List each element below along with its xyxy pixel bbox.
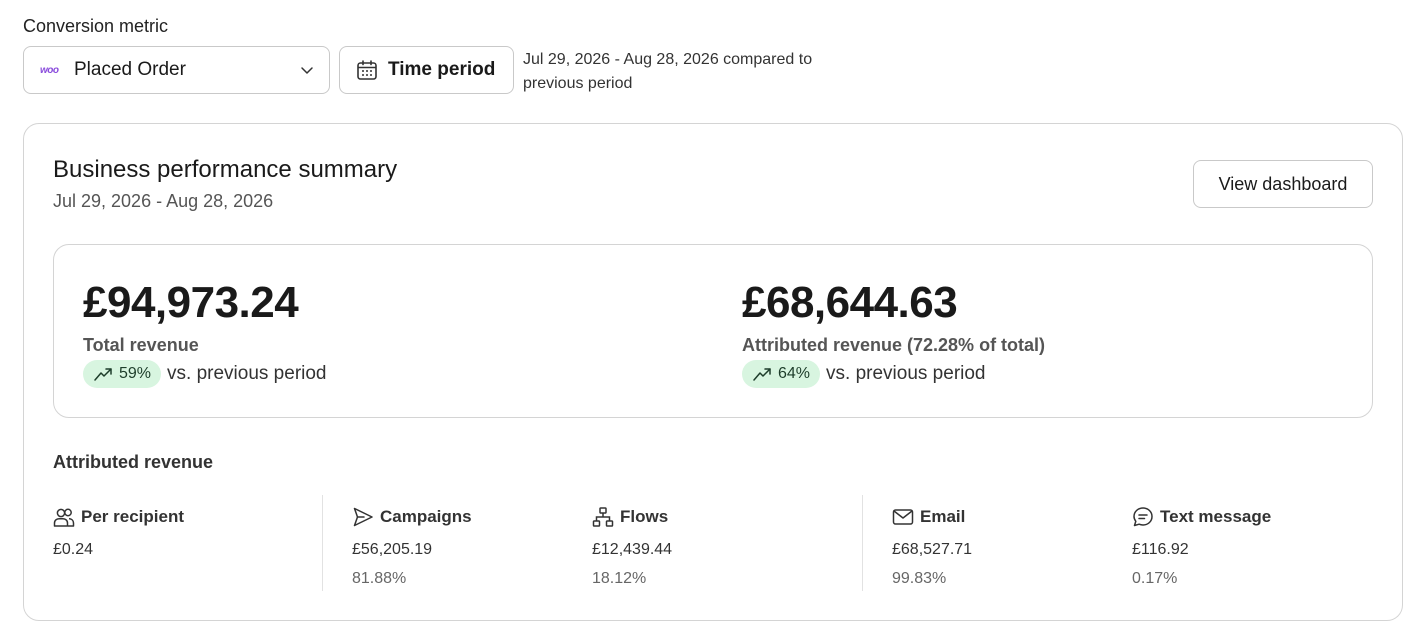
column-divider [322,495,323,591]
attributed-revenue-vs-text: vs. previous period [826,363,986,384]
period-description: Jul 29, 2026 - Aug 28, 2026 compared to … [523,51,813,92]
attributed-revenue-change: 64% [778,365,811,382]
total-revenue-change-badge: 59% [83,360,162,388]
text-message-percent: 0.17% [1132,570,1178,587]
email-value: £68,527.71 [892,541,973,558]
attributed-revenue-label: Attributed revenue (72.28% of total) [742,335,1046,355]
send-icon [353,507,373,527]
per-recipient-label: Per recipient [81,507,184,526]
flows-label: Flows [620,507,669,526]
total-revenue-stat: £94,973.24 Total revenue 59% vs. previou… [83,277,327,388]
text-message-label: Text message [1160,507,1272,526]
attributed-revenue-amount: £68,644.63 [742,278,958,327]
attributed-revenue-title: Attributed revenue [53,452,214,472]
card-title: Business performance summary [53,156,398,183]
flows-column: Flows £12,439.44 18.12% [592,506,672,588]
text-message-value: £116.92 [1132,541,1189,558]
flow-icon [592,507,614,527]
total-revenue-label: Total revenue [83,335,199,355]
trend-up-icon [94,368,112,381]
woo-logo: woo [40,64,59,76]
flows-percent: 18.12% [592,570,647,587]
flows-value: £12,439.44 [592,541,673,558]
calendar-icon [357,60,377,80]
campaigns-value: £56,205.19 [352,541,433,558]
email-label: Email [920,507,966,526]
per-recipient-column: Per recipient £0.24 [53,506,184,559]
mail-icon [892,509,914,525]
per-recipient-value: £0.24 [53,541,94,558]
conversion-metric-select[interactable]: woo Placed Order [23,46,330,94]
campaigns-column: Campaigns £56,205.19 81.88% [352,506,472,588]
time-period-button[interactable]: Time period [339,46,514,94]
chevron-down-icon [301,67,313,74]
revenue-stats-box: £94,973.24 Total revenue 59% vs. previou… [53,244,1373,418]
conversion-metric-value: Placed Order [74,59,186,80]
view-dashboard-button[interactable]: View dashboard [1193,160,1373,208]
chat-icon [1133,507,1153,527]
people-icon [53,508,75,527]
total-revenue-vs-text: vs. previous period [167,363,327,384]
business-performance-card: Business performance summary Jul 29, 202… [23,123,1403,621]
attributed-revenue-stat: £68,644.63 Attributed revenue (72.28% of… [742,277,1045,388]
campaigns-percent: 81.88% [352,570,407,587]
campaigns-label: Campaigns [380,507,472,526]
email-column: Email £68,527.71 99.83% [892,506,972,588]
trend-up-icon [753,368,771,381]
total-revenue-amount: £94,973.24 [83,278,299,327]
total-revenue-change: 59% [119,365,152,382]
card-date-range: Jul 29, 2026 - Aug 28, 2026 [53,191,274,211]
attributed-revenue-change-badge: 64% [742,360,821,388]
time-period-label: Time period [388,59,496,80]
email-percent: 99.83% [892,570,947,587]
conversion-metric-label: Conversion metric [23,16,169,36]
column-divider [862,495,863,591]
text-message-column: Text message £116.92 0.17% [1132,506,1271,588]
